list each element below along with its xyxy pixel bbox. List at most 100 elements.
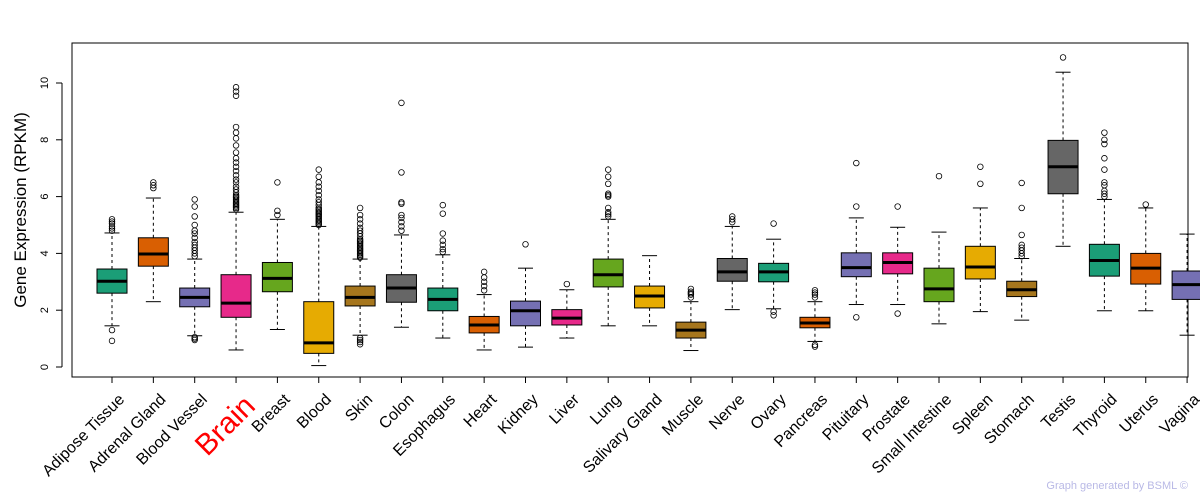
outlier-blood-vessel <box>191 238 198 246</box>
outlier-skin <box>356 338 364 346</box>
outlier-adipose-tissue <box>108 337 116 345</box>
outlier-stomach <box>1018 244 1025 251</box>
x-label-lung: Lung <box>587 391 624 428</box>
outlier-blood-vessel <box>191 333 198 341</box>
outlier-brain <box>232 167 240 175</box>
outlier-heart <box>480 268 488 276</box>
outlier-spleen <box>977 163 984 170</box>
outlier-brain <box>232 163 240 170</box>
outlier-pituitary <box>853 159 860 167</box>
outlier-liver <box>563 280 571 288</box>
outlier-adipose-tissue <box>108 216 116 223</box>
outlier-brain <box>232 186 240 193</box>
outlier-pancreas <box>811 294 819 301</box>
box-kidney <box>510 300 541 327</box>
y-tick-label: 10 <box>39 77 51 89</box>
outlier-brain <box>232 84 240 91</box>
outlier-colon <box>398 214 405 222</box>
outlier-heart <box>480 287 488 294</box>
outlier-esophagus <box>439 201 446 209</box>
y-axis-title: Gene Expression (RPKM) <box>11 112 30 308</box>
outlier-blood <box>315 183 322 190</box>
outlier-adipose-tissue <box>108 326 116 334</box>
x-label-skin: Skin <box>342 391 376 425</box>
outlier-small-intestine <box>935 172 943 180</box>
outlier-nerve <box>729 216 736 223</box>
outlier-blood-vessel <box>191 234 198 241</box>
outlier-blood <box>315 179 322 186</box>
x-label-nerve: Nerve <box>706 391 748 433</box>
outlier-blood <box>315 199 322 206</box>
y-tick-label: 8 <box>39 137 51 143</box>
outlier-brain <box>232 142 240 149</box>
outlier-pancreas <box>811 341 819 349</box>
outlier-colon <box>398 199 405 206</box>
outlier-esophagus <box>439 210 446 217</box>
outlier-brain <box>232 159 240 166</box>
outlier-thyroid <box>1101 182 1108 189</box>
outlier-breast <box>274 207 281 214</box>
outlier-lung <box>605 209 612 216</box>
outlier-lung <box>605 180 612 188</box>
outlier-breast <box>274 179 281 186</box>
outlier-stomach <box>1018 241 1025 249</box>
box-small-intestine <box>923 267 955 303</box>
outlier-blood-vessel <box>191 230 198 237</box>
box-spleen <box>964 245 996 280</box>
box-pituitary <box>840 252 872 278</box>
outlier-esophagus <box>439 248 446 256</box>
outlier-adipose-tissue <box>108 227 116 234</box>
outlier-brain <box>232 179 240 186</box>
outlier-brain <box>232 176 240 183</box>
x-label-vagina: Vagina <box>1157 391 1200 437</box>
box-blood <box>303 301 335 354</box>
outlier-blood <box>315 187 322 195</box>
outlier-adipose-tissue <box>108 220 116 227</box>
outlier-prostate <box>894 310 901 317</box>
outlier-brain <box>232 92 240 99</box>
outlier-adrenal-gland <box>150 182 157 189</box>
outlier-colon <box>398 218 405 226</box>
outlier-thyroid <box>1101 136 1108 143</box>
y-tick-label: 4 <box>39 250 51 256</box>
outlier-brain <box>232 129 240 136</box>
outlier-spleen <box>977 180 984 188</box>
outlier-stomach <box>1018 231 1025 239</box>
outlier-esophagus <box>439 241 446 249</box>
outlier-adipose-tissue <box>108 225 116 232</box>
outlier-testis <box>1059 54 1067 61</box>
outlier-pituitary <box>853 314 860 321</box>
outlier-blood-vessel <box>191 196 198 203</box>
outlier-brain <box>232 155 240 162</box>
x-label-blood: Blood <box>294 391 335 432</box>
outlier-lung <box>605 190 612 197</box>
outlier-blood-vessel <box>191 221 198 229</box>
outlier-blood <box>315 191 322 199</box>
outlier-thyroid <box>1101 179 1108 186</box>
outlier-heart <box>480 278 488 285</box>
outlier-brain <box>232 123 240 131</box>
outlier-colon <box>398 169 405 176</box>
outlier-brain <box>232 135 240 142</box>
outlier-breast <box>274 211 281 219</box>
outlier-pancreas <box>811 289 819 296</box>
outlier-heart <box>480 282 488 290</box>
x-label-kidney: Kidney <box>495 391 542 438</box>
outlier-colon <box>398 211 405 219</box>
outlier-uterus <box>1142 201 1149 208</box>
x-label-uterus: Uterus <box>1117 391 1162 436</box>
y-tick-label: 2 <box>39 307 51 313</box>
outlier-blood-vessel <box>191 241 198 249</box>
y-tick-label: 6 <box>39 194 51 200</box>
x-label-muscle: Muscle <box>659 391 707 439</box>
outlier-thyroid <box>1101 166 1108 173</box>
footer-credit: Graph generated by BSML © <box>1046 480 1188 492</box>
outlier-thyroid <box>1101 155 1108 162</box>
x-label-liver: Liver <box>546 391 583 428</box>
outlier-ovary <box>770 312 777 319</box>
outlier-thyroid <box>1101 190 1108 197</box>
outlier-skin <box>356 336 364 344</box>
outlier-skin <box>356 204 364 212</box>
box-nerve <box>716 258 748 282</box>
